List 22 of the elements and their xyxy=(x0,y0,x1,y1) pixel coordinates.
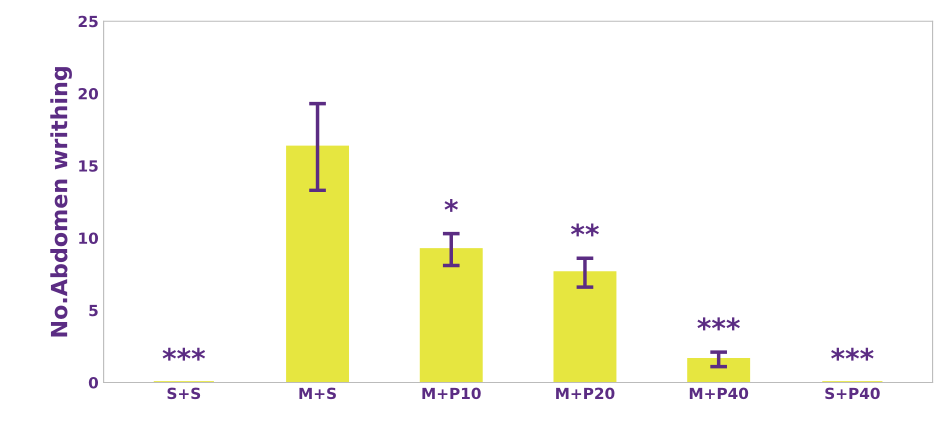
x-tick-label: M+P10 xyxy=(422,388,481,400)
x-tick-label: M+P20 xyxy=(556,388,614,400)
x-tick-label: S+P40 xyxy=(825,388,880,400)
bar xyxy=(420,248,483,382)
y-tick-label: 0 xyxy=(88,376,98,389)
annotation: * xyxy=(444,198,458,212)
x-tick-label: M+P40 xyxy=(690,388,748,400)
annotation: *** xyxy=(831,348,874,361)
bar xyxy=(553,271,616,382)
x-tick-label: M+S xyxy=(299,388,336,400)
y-tick-label: 10 xyxy=(79,232,98,244)
annotation: *** xyxy=(162,348,206,361)
y-tick-label: 15 xyxy=(79,160,98,172)
x-tick-label: S+S xyxy=(168,388,200,400)
y-axis-title: No.Abdomen writhing xyxy=(50,67,72,336)
bar xyxy=(286,146,350,382)
y-tick-label: 5 xyxy=(89,304,98,316)
y-tick-label: 25 xyxy=(78,16,98,28)
annotation: *** xyxy=(697,317,740,330)
y-tick-label: 20 xyxy=(78,88,98,100)
annotation: ** xyxy=(570,224,599,236)
bar xyxy=(687,358,750,382)
